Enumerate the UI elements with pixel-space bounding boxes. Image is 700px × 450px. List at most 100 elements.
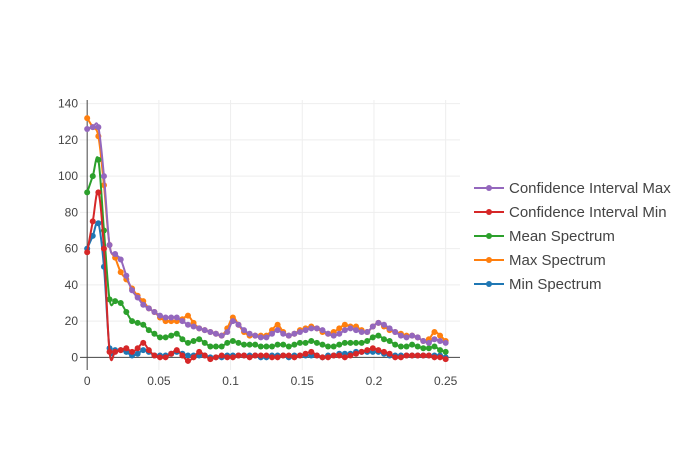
data-point-max-spectrum[interactable] xyxy=(184,312,191,319)
data-point-mean-spectrum[interactable] xyxy=(241,341,248,348)
data-point-confidence-interval-min[interactable] xyxy=(129,348,136,355)
data-point-mean-spectrum[interactable] xyxy=(207,343,214,350)
data-point-mean-spectrum[interactable] xyxy=(431,343,438,350)
data-point-confidence-interval-min[interactable] xyxy=(397,354,404,361)
series-line-max-spectrum[interactable] xyxy=(86,117,447,343)
data-point-confidence-interval-min[interactable] xyxy=(207,356,214,363)
data-point-max-spectrum[interactable] xyxy=(117,269,124,276)
data-point-confidence-interval-min[interactable] xyxy=(442,356,449,363)
data-point-confidence-interval-max[interactable] xyxy=(291,330,298,337)
data-point-confidence-interval-max[interactable] xyxy=(280,330,287,337)
data-point-confidence-interval-min[interactable] xyxy=(173,347,180,354)
data-point-mean-spectrum[interactable] xyxy=(437,347,444,354)
data-point-confidence-interval-max[interactable] xyxy=(162,314,169,321)
data-point-confidence-interval-max[interactable] xyxy=(257,334,264,341)
data-point-confidence-interval-max[interactable] xyxy=(117,256,124,263)
data-point-min-spectrum[interactable] xyxy=(140,347,147,354)
data-point-confidence-interval-min[interactable] xyxy=(330,352,337,359)
data-point-confidence-interval-min[interactable] xyxy=(162,354,169,361)
data-point-mean-spectrum[interactable] xyxy=(179,336,186,343)
data-point-confidence-interval-max[interactable] xyxy=(207,328,214,335)
data-point-confidence-interval-min[interactable] xyxy=(381,348,387,355)
legend-item-max-spectrum[interactable]: Max Spectrum xyxy=(474,252,606,269)
data-point-mean-spectrum[interactable] xyxy=(296,339,303,346)
data-point-confidence-interval-max[interactable] xyxy=(190,323,197,330)
data-point-confidence-interval-min[interactable] xyxy=(140,339,147,346)
data-point-confidence-interval-min[interactable] xyxy=(296,352,303,359)
data-point-confidence-interval-max[interactable] xyxy=(157,312,164,319)
data-point-mean-spectrum[interactable] xyxy=(392,341,399,348)
data-point-mean-spectrum[interactable] xyxy=(218,343,225,350)
data-point-mean-spectrum[interactable] xyxy=(129,318,136,325)
data-point-max-spectrum[interactable] xyxy=(431,328,438,335)
data-point-max-spectrum[interactable] xyxy=(84,115,91,122)
data-point-confidence-interval-min[interactable] xyxy=(347,352,354,359)
data-point-confidence-interval-min[interactable] xyxy=(151,352,158,359)
data-point-mean-spectrum[interactable] xyxy=(123,309,130,316)
data-point-confidence-interval-min[interactable] xyxy=(235,352,242,359)
data-point-confidence-interval-min[interactable] xyxy=(84,249,91,256)
data-point-mean-spectrum[interactable] xyxy=(95,156,102,163)
data-point-confidence-interval-max[interactable] xyxy=(347,325,354,332)
data-point-mean-spectrum[interactable] xyxy=(442,348,449,355)
data-point-mean-spectrum[interactable] xyxy=(112,298,119,305)
data-point-mean-spectrum[interactable] xyxy=(353,339,360,346)
data-point-confidence-interval-min[interactable] xyxy=(106,348,113,355)
data-point-confidence-interval-min[interactable] xyxy=(112,348,119,355)
data-point-confidence-interval-min[interactable] xyxy=(403,352,410,359)
data-point-mean-spectrum[interactable] xyxy=(252,341,259,348)
data-point-confidence-interval-max[interactable] xyxy=(431,336,438,343)
data-point-mean-spectrum[interactable] xyxy=(246,341,253,348)
data-point-confidence-interval-min[interactable] xyxy=(386,350,393,357)
data-point-confidence-interval-min[interactable] xyxy=(89,218,96,225)
data-point-mean-spectrum[interactable] xyxy=(117,299,124,306)
data-point-mean-spectrum[interactable] xyxy=(414,343,421,350)
data-point-confidence-interval-max[interactable] xyxy=(184,321,191,328)
data-point-confidence-interval-max[interactable] xyxy=(112,251,119,258)
data-point-confidence-interval-min[interactable] xyxy=(100,245,107,252)
data-point-confidence-interval-max[interactable] xyxy=(218,332,225,339)
data-point-confidence-interval-min[interactable] xyxy=(123,345,130,352)
data-point-confidence-interval-min[interactable] xyxy=(319,354,326,361)
data-point-confidence-interval-max[interactable] xyxy=(269,330,276,337)
data-point-confidence-interval-max[interactable] xyxy=(106,241,113,248)
data-point-confidence-interval-min[interactable] xyxy=(179,352,186,359)
data-point-confidence-interval-max[interactable] xyxy=(296,328,303,335)
data-point-mean-spectrum[interactable] xyxy=(235,339,242,346)
data-point-mean-spectrum[interactable] xyxy=(274,341,281,348)
data-point-confidence-interval-min[interactable] xyxy=(95,189,102,196)
legend-item-min-spectrum[interactable]: Min Spectrum xyxy=(474,276,602,293)
data-point-mean-spectrum[interactable] xyxy=(89,173,96,180)
data-point-confidence-interval-max[interactable] xyxy=(392,328,399,335)
data-point-confidence-interval-min[interactable] xyxy=(145,347,152,354)
data-point-confidence-interval-max[interactable] xyxy=(330,332,337,339)
data-point-mean-spectrum[interactable] xyxy=(269,343,276,350)
data-point-confidence-interval-min[interactable] xyxy=(274,354,281,361)
data-point-mean-spectrum[interactable] xyxy=(341,339,348,346)
data-point-mean-spectrum[interactable] xyxy=(302,339,309,346)
data-point-mean-spectrum[interactable] xyxy=(184,339,191,346)
data-point-mean-spectrum[interactable] xyxy=(134,319,141,326)
data-point-confidence-interval-max[interactable] xyxy=(201,327,208,334)
data-point-confidence-interval-max[interactable] xyxy=(212,330,219,337)
data-point-confidence-interval-min[interactable] xyxy=(269,354,276,361)
data-point-mean-spectrum[interactable] xyxy=(157,334,164,341)
data-point-mean-spectrum[interactable] xyxy=(84,189,91,196)
data-point-confidence-interval-max[interactable] xyxy=(246,330,253,337)
data-point-confidence-interval-max[interactable] xyxy=(168,314,175,321)
data-point-mean-spectrum[interactable] xyxy=(358,339,365,346)
series-line-mean-spectrum[interactable] xyxy=(86,156,446,353)
data-point-max-spectrum[interactable] xyxy=(437,332,444,339)
data-point-confidence-interval-max[interactable] xyxy=(95,124,102,131)
data-point-confidence-interval-max[interactable] xyxy=(386,325,393,332)
data-point-confidence-interval-max[interactable] xyxy=(129,287,136,294)
data-point-confidence-interval-min[interactable] xyxy=(341,354,348,361)
data-point-confidence-interval-min[interactable] xyxy=(285,352,292,359)
data-point-confidence-interval-max[interactable] xyxy=(84,125,91,132)
data-point-mean-spectrum[interactable] xyxy=(190,338,197,345)
data-point-mean-spectrum[interactable] xyxy=(201,339,208,346)
data-point-confidence-interval-min[interactable] xyxy=(325,354,332,361)
data-point-confidence-interval-max[interactable] xyxy=(437,338,444,345)
data-point-confidence-interval-min[interactable] xyxy=(117,347,124,354)
data-point-confidence-interval-min[interactable] xyxy=(353,350,360,357)
